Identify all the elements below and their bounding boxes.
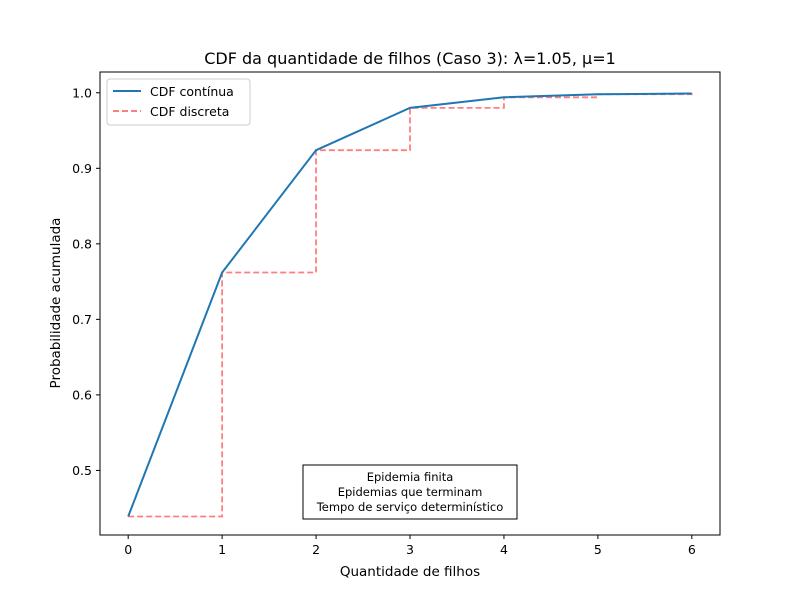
y-tick-label: 0.7 [72, 312, 92, 327]
y-tick-label: 0.5 [72, 463, 92, 478]
x-tick-label: 3 [406, 542, 414, 557]
series-line-cdf-continua [127, 92, 692, 517]
legend-label-cdf-discreta: CDF discreta [150, 104, 229, 119]
annotation-line-3: Tempo de serviço determinístico [316, 500, 504, 514]
chart-title: CDF da quantidade de filhos (Caso 3): λ=… [204, 49, 616, 68]
legend-box [106, 78, 251, 126]
y-tick-label: 0.8 [72, 236, 92, 251]
y-axis-label: Probabilidade acumulada [48, 218, 64, 389]
series-line-cdf-discreta [128, 93, 693, 518]
x-tick-label: 2 [312, 542, 320, 557]
x-tick-label: 1 [218, 542, 226, 557]
plot-content [127, 92, 693, 518]
y-tick-label: 1.0 [72, 85, 92, 100]
x-axis-label: Quantidade de filhos [340, 564, 480, 580]
y-axis-ticks: 0.5 0.6 0.7 0.8 0.9 1.0 [72, 85, 100, 478]
legend-label-cdf-continua: CDF contínua [150, 84, 234, 99]
annotation-line-1: Epidemia finita [367, 470, 454, 484]
annotation-frame [302, 464, 518, 520]
annotation-box: Epidemia finita Epidemias que terminam T… [302, 464, 518, 520]
x-axis-ticks: 0 1 2 3 4 5 6 [124, 535, 696, 557]
annotation-line-2: Epidemias que terminam [338, 485, 483, 499]
x-tick-label: 5 [594, 542, 602, 557]
y-tick-label: 0.6 [72, 387, 92, 402]
x-tick-label: 6 [688, 542, 696, 557]
y-tick-label: 0.9 [72, 161, 92, 176]
legend: CDF contínua CDF discreta [106, 78, 251, 126]
x-tick-label: 4 [500, 542, 508, 557]
x-tick-label: 0 [124, 542, 132, 557]
